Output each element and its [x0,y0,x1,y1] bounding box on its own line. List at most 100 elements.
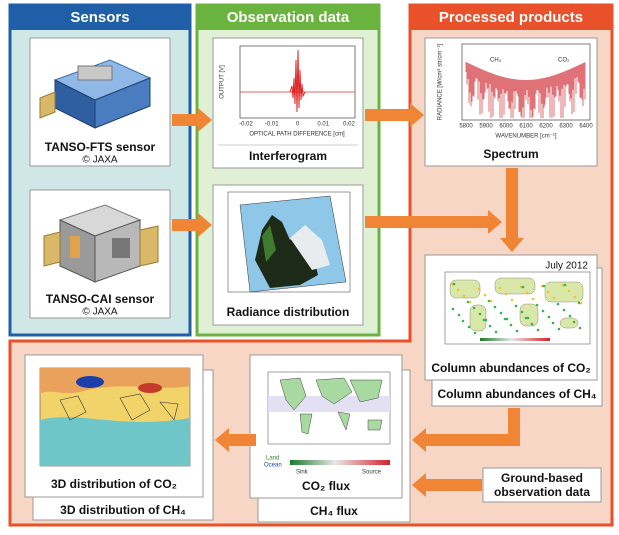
column-sounding [478,312,482,316]
column-sounding [505,317,509,321]
column-land [494,277,536,295]
spectrum-lines [465,62,586,118]
column-sounding [535,303,539,307]
column-sounding [567,289,571,293]
distribution-coast [59,393,179,421]
column-land [559,317,579,329]
column-sounding [520,310,524,314]
sensors-header [10,5,190,30]
distribution-south [40,417,190,466]
interferogram-x-label: OPTICAL PATH DIFFERENCE [cm] [249,132,345,138]
column-sounding [551,321,555,325]
column-sounding [563,283,567,287]
column-sounding [483,293,487,297]
column-sounding [546,290,550,294]
column-land [469,304,487,332]
column-co2-label: Column abundances of CO₂ [431,361,590,375]
cai-label: TANSO-CAI sensor [46,292,155,306]
arrow [365,103,424,127]
column-sounding [519,285,523,289]
interferogram-x-tick: 0 [296,122,300,128]
flux-legend: Sink [296,470,309,476]
column-sounding [530,322,534,326]
column-sounding [451,307,455,311]
column-date: July 2012 [545,261,588,272]
spectrum-species: CH₄ [490,58,502,64]
arrow [500,168,524,252]
column-sounding [536,328,540,332]
fts-credit: © JAXA [82,155,117,166]
spectrum-y-label: RADIANCE [W/cm² str/cm⁻¹] [438,43,444,120]
column-sounding [504,292,508,296]
column-sounding [521,285,525,289]
distribution-co2-label: 3D distribution of CO₂ [51,477,177,491]
interferogram-x-tick: -0.01 [265,122,279,128]
spectrum-species: CO₂ [558,58,570,64]
column-sounding [487,299,491,303]
spectrum-x-tick: 5800 [459,124,473,130]
column-sounding [488,324,492,328]
column-sounding [456,288,460,292]
column-sounding [541,309,545,313]
distribution-low [76,376,104,388]
column-sounding [552,296,556,300]
fts-label: TANSO-FTS sensor [45,140,156,154]
column-sounding [489,299,493,303]
column-sounding [472,306,476,310]
interferogram-x-tick: 0.02 [343,122,355,128]
column-land [519,303,539,327]
spectrum-x-label: WAVENUMBER [cm⁻¹] [495,134,556,140]
column-sounding [498,286,502,290]
ground-box [482,467,602,503]
ground-label: Ground-based [501,471,583,485]
interferogram-x-tick: 0.01 [317,122,329,128]
flux-colorbar [290,460,390,465]
distribution-ch4-label: 3D distribution of CH₄ [60,503,186,517]
processed-title: Processed products [439,9,583,26]
processed-header [410,5,612,30]
spectrum-x-tick: 6000 [499,124,513,130]
arrow [412,408,520,452]
spectrum-x-tick: 6100 [519,124,533,130]
column-sounding [573,295,577,299]
arrow [412,473,482,497]
arrow [215,428,256,452]
observation-header [197,5,379,30]
cai-credit: © JAXA [82,307,117,318]
column-sounding [568,314,572,318]
interferogram-x-tick: -0.02 [239,122,253,128]
interferogram-trace [289,49,306,113]
column-sounding [577,301,581,305]
column-sounding [515,329,519,333]
sensors-title: Sensors [70,9,129,26]
column-sounding [509,323,513,327]
column-sounding [557,327,561,331]
column-sounding [499,311,503,315]
spectrum-trace [465,62,586,118]
column-sounding [482,318,486,322]
radiance-vegetation [262,225,276,262]
column-sounding [473,331,477,335]
column-sounding [531,297,535,301]
flux-legend: Land [266,456,279,462]
flux-land [279,377,383,435]
cai-image [43,204,159,283]
column-sounding [484,318,488,322]
column-sounding [477,287,481,291]
column-sounding [467,325,471,329]
radiance-cloud [290,225,330,270]
column-sounding [452,282,456,286]
column-sounding [466,300,470,304]
column-sounding [461,319,465,323]
observation-title: Observation data [227,9,350,26]
interferogram-y-label: OUTPUT [V] [220,65,226,99]
column-sounding [494,330,498,334]
spectrum-x-tick: 6200 [539,124,553,130]
column-sounding [542,284,546,288]
column-sounding [510,298,514,302]
column-sounding [525,291,529,295]
distribution-band [40,368,190,394]
distribution-high [138,383,162,393]
flux-ch4-label: CH₄ flux [310,504,358,518]
column-sounding [514,304,518,308]
